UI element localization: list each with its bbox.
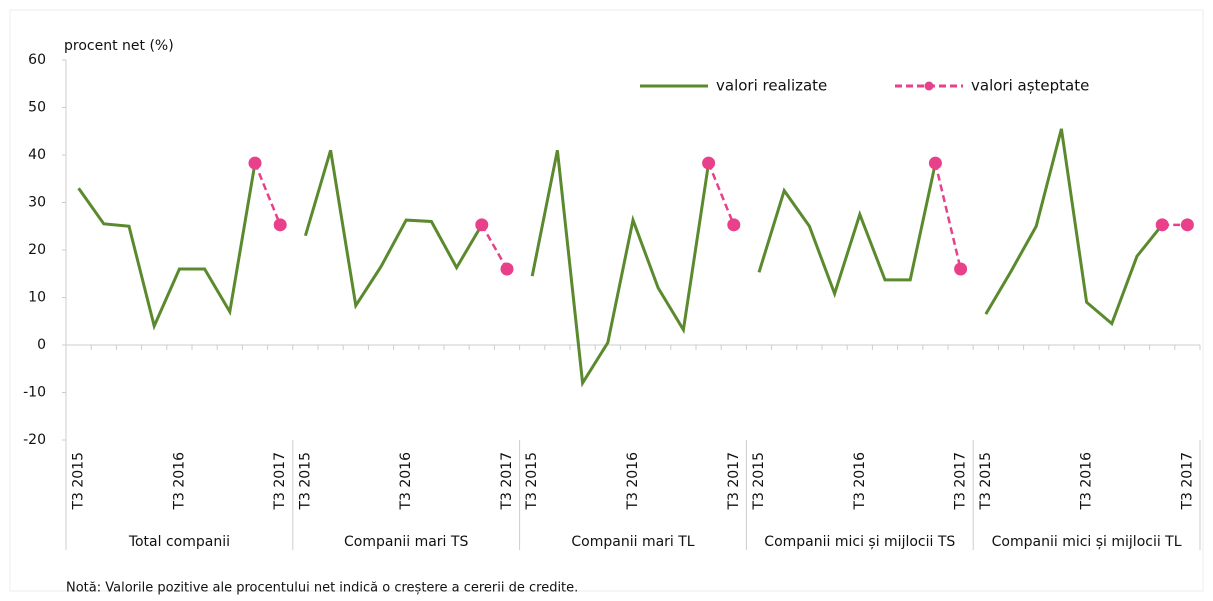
note: Notă: Valorile pozitive ale procentului …	[66, 581, 578, 596]
series-line	[77, 162, 257, 331]
x-tick-label: T3 2016	[398, 452, 414, 511]
series-line	[707, 162, 735, 226]
series-line	[757, 162, 937, 299]
series-line	[303, 149, 484, 310]
point	[954, 262, 968, 276]
group-label: Companii mici și mijlocii TL	[992, 534, 1182, 550]
x-tick-label: T3 2015	[978, 452, 994, 511]
point	[928, 156, 942, 170]
y-tick-label: 20	[28, 242, 46, 258]
x-tick-label: T3 2017	[726, 452, 742, 511]
x-tick-label: T3 2015	[524, 452, 540, 511]
x-tick-label: T3 2017	[953, 452, 969, 511]
y-tick-label: 10	[28, 290, 46, 306]
x-tick-label: T3 2016	[625, 452, 641, 511]
x-tick-label: T3 2015	[297, 452, 313, 511]
x-tick-label: T3 2015	[751, 452, 767, 511]
point	[500, 262, 514, 276]
series-line	[530, 149, 711, 388]
group-label: Companii mari TL	[571, 534, 694, 550]
legend-marker	[924, 81, 934, 91]
group-label: Total companii	[128, 534, 230, 550]
x-tick-label: T3 2016	[1079, 452, 1095, 511]
point	[1155, 218, 1169, 232]
frame	[9, 9, 1204, 592]
x-tick-label: T3 2015	[71, 452, 87, 511]
point	[475, 218, 489, 232]
y-axis-label: procent net (%)	[64, 38, 174, 54]
y-tick-label: 0	[37, 337, 46, 353]
point	[702, 156, 716, 170]
group-label: Companii mici și mijlocii TS	[764, 534, 955, 550]
x-tick-label: T3 2017	[499, 452, 515, 511]
legend-label: valori așteptate	[971, 77, 1089, 95]
y-tick-label: -20	[23, 432, 46, 448]
y-tick-label: 60	[28, 52, 46, 68]
group-label: Companii mari TS	[344, 534, 468, 550]
x-tick-label: T3 2016	[171, 452, 187, 511]
series-line	[480, 224, 509, 270]
series-line	[984, 128, 1164, 327]
point	[1180, 218, 1194, 232]
y-tick-label: 40	[28, 147, 46, 163]
legend-label: valori realizate	[716, 77, 827, 95]
y-tick-label: -10	[23, 385, 46, 401]
x-tick-label: T3 2017	[1179, 452, 1195, 511]
x-tick-label: T3 2017	[272, 452, 288, 511]
x-tick-label: T3 2016	[852, 452, 868, 511]
point	[727, 218, 741, 232]
point	[248, 156, 262, 170]
series-line	[934, 162, 962, 270]
point	[273, 218, 287, 232]
series-line	[253, 162, 282, 226]
y-tick-label: 30	[28, 195, 46, 211]
y-tick-label: 50	[28, 100, 46, 116]
